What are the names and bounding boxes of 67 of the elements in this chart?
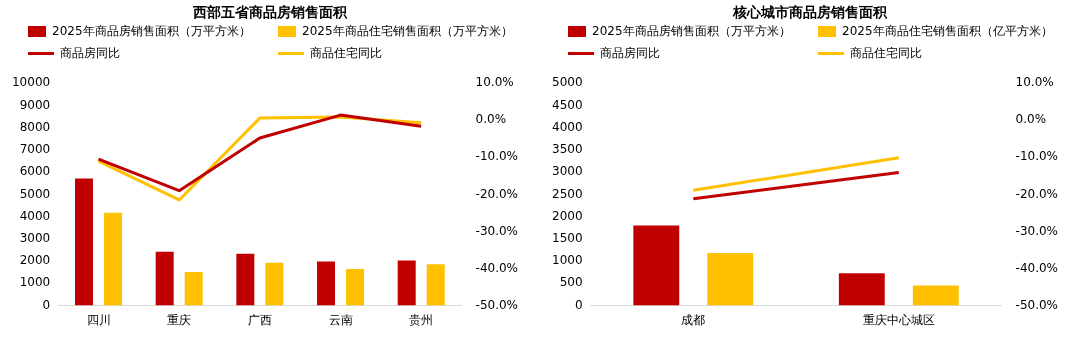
legend-label: 2025年商品房销售面积（万平方米） bbox=[52, 22, 251, 40]
y-tick-label: 500 bbox=[559, 275, 583, 290]
y-tick-label: 5000 bbox=[551, 75, 583, 90]
x-tick-label: 云南 bbox=[328, 312, 353, 327]
y-tick-label: 7000 bbox=[19, 142, 51, 157]
y-tick-label: 6000 bbox=[19, 164, 51, 179]
y2-tick-label: -50.0% bbox=[1015, 297, 1058, 312]
x-tick-label: 广西 bbox=[247, 312, 272, 327]
y2-tick-label: -30.0% bbox=[1015, 223, 1058, 238]
y2-tick-label: -40.0% bbox=[1015, 260, 1058, 275]
legend-label: 2025年商品住宅销售面积（亿平方米） bbox=[842, 22, 1053, 40]
y2-tick-label: 0.0% bbox=[475, 112, 507, 127]
legend-label: 2025年商品房销售面积（万平方米） bbox=[592, 22, 791, 40]
y-tick-label: 0 bbox=[574, 297, 583, 312]
legend-label: 商品房同比 bbox=[600, 44, 660, 62]
y2-tick-label: -20.0% bbox=[1015, 186, 1058, 201]
legend-label: 商品房同比 bbox=[60, 44, 120, 62]
chart-title: 核心城市商品房销售面积 bbox=[732, 3, 888, 22]
y2-tick-label: 10.0% bbox=[1015, 75, 1054, 90]
y-tick-label: 8000 bbox=[19, 119, 51, 134]
y-tick-label: 2000 bbox=[551, 208, 583, 223]
y2-tick-label: -10.0% bbox=[1015, 149, 1058, 164]
bar bbox=[912, 285, 959, 306]
legend-label: 商品住宅同比 bbox=[310, 44, 382, 62]
y2-tick-label: -40.0% bbox=[475, 260, 518, 275]
x-tick-label: 成都 bbox=[681, 312, 706, 327]
y-tick-label: 0 bbox=[42, 297, 51, 312]
x-tick-label: 四川 bbox=[86, 312, 111, 327]
bar bbox=[155, 251, 174, 306]
y-tick-label: 1000 bbox=[19, 275, 51, 290]
y-tick-label: 1500 bbox=[551, 231, 583, 246]
legend-label: 2025年商品住宅销售面积（万平方米） bbox=[302, 22, 513, 40]
legend-label: 商品住宅同比 bbox=[850, 44, 922, 62]
y2-tick-label: 10.0% bbox=[475, 75, 514, 90]
bar bbox=[426, 264, 445, 306]
bar bbox=[346, 268, 365, 306]
y-tick-label: 3000 bbox=[551, 164, 583, 179]
y-tick-label: 10000 bbox=[11, 75, 51, 90]
y-tick-label: 2500 bbox=[551, 186, 583, 201]
bar bbox=[265, 262, 284, 306]
bar bbox=[104, 212, 123, 306]
y-tick-label: 9000 bbox=[19, 97, 51, 112]
bar bbox=[707, 253, 754, 306]
bar bbox=[184, 272, 203, 306]
bar bbox=[74, 178, 93, 306]
y2-tick-label: 0.0% bbox=[1015, 112, 1047, 127]
chart-title: 西部五省商品房销售面积 bbox=[192, 3, 348, 22]
bar bbox=[236, 253, 255, 306]
y-tick-label: 3500 bbox=[551, 142, 583, 157]
y-tick-label: 4000 bbox=[19, 208, 51, 223]
bar bbox=[317, 261, 336, 306]
y-tick-label: 4500 bbox=[551, 97, 583, 112]
x-tick-label: 贵州 bbox=[409, 312, 434, 327]
bar bbox=[397, 260, 416, 306]
y-tick-label: 4000 bbox=[551, 119, 583, 134]
y-tick-label: 1000 bbox=[551, 253, 583, 268]
bar bbox=[838, 273, 885, 306]
y2-tick-label: -30.0% bbox=[475, 223, 518, 238]
y-tick-label: 2000 bbox=[19, 253, 51, 268]
y-tick-label: 5000 bbox=[19, 186, 51, 201]
y2-tick-label: -10.0% bbox=[475, 149, 518, 164]
y-tick-label: 3000 bbox=[19, 231, 51, 246]
x-tick-label: 重庆 bbox=[167, 312, 192, 327]
y2-tick-label: -50.0% bbox=[475, 297, 518, 312]
y2-tick-label: -20.0% bbox=[475, 186, 518, 201]
x-tick-label: 重庆中心城区 bbox=[862, 312, 935, 327]
bar bbox=[633, 225, 680, 306]
